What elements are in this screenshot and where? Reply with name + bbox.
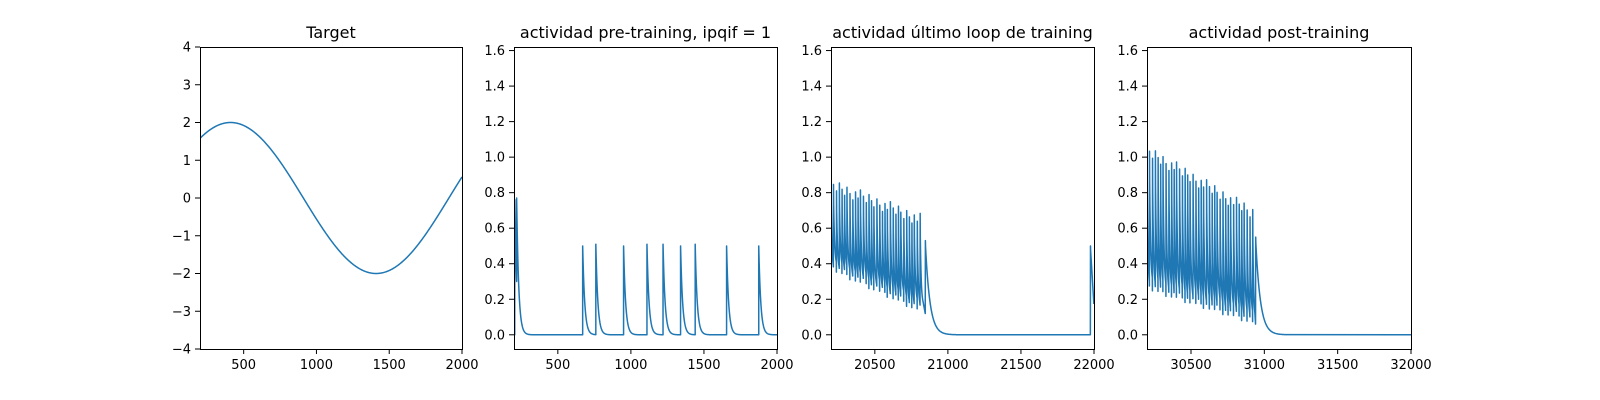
y-tick-label: 0.0 [484, 328, 505, 343]
series-line [514, 197, 777, 336]
x-tick-label: 32000 [1390, 358, 1431, 373]
y-tick-label: 1.2 [801, 115, 822, 130]
subplot-target: Target 500 1000 1500 2000 −4 −3 −2 −1 0 1 2 3 4 [172, 23, 479, 373]
y-tick-label: 2 [183, 116, 191, 131]
x-tick-label: 30500 [1170, 358, 1211, 373]
y-tick-label: 0.4 [484, 257, 505, 272]
y-tick-label: 0.8 [1117, 186, 1138, 201]
x-tick-label: 500 [545, 358, 570, 373]
y-tick-label: 1.2 [484, 115, 505, 130]
y-tick-label: 0.0 [801, 328, 822, 343]
axes-frame [514, 47, 778, 350]
y-tick-label: 0.2 [484, 293, 505, 308]
y-tick-label: −2 [172, 267, 191, 282]
subplot-pre-training: actividad pre-training, ipqif = 1 500 1000… [484, 23, 793, 373]
y-tick-label: 3 [183, 78, 191, 93]
chart-title: actividad último loop de training [832, 23, 1093, 42]
x-tick-label: 2000 [760, 358, 793, 373]
y-tick-label: 1.0 [1117, 151, 1138, 166]
y-tick-label: 0.8 [801, 186, 822, 201]
y-tick-label: 1.4 [1117, 80, 1138, 95]
y-tick-label: 0.0 [1117, 328, 1138, 343]
y-tick-label: 0.8 [484, 186, 505, 201]
y-tick-label: −4 [172, 343, 191, 358]
y-tick-label: 1.0 [801, 151, 822, 166]
y-tick-label: 1.4 [484, 80, 505, 95]
subplot-post-training: actividad post-training 30500 31000 31500 32… [1117, 23, 1431, 373]
y-tick-label: 4 [183, 41, 191, 56]
x-tick-label: 20500 [854, 358, 895, 373]
y-tick-label: 1.0 [484, 151, 505, 166]
y-tick-label: 0.2 [801, 293, 822, 308]
x-tick-label: 1000 [614, 358, 647, 373]
y-tick-label: 0.6 [1117, 222, 1138, 237]
series-line [200, 121, 462, 275]
y-tick-label: −3 [172, 305, 191, 320]
x-tick-label: 1000 [300, 358, 333, 373]
y-tick-label: 1.2 [1117, 115, 1138, 130]
y-tick-label: 1 [183, 154, 191, 169]
y-tick-label: 1.6 [1117, 44, 1138, 59]
x-tick-label: 1500 [373, 358, 406, 373]
y-tick-label: 1.4 [801, 80, 822, 95]
axes-frame [1147, 47, 1412, 350]
chart-title: actividad post-training [1189, 23, 1370, 42]
y-tick-label: 0.2 [1117, 293, 1138, 308]
y-tick-label: 0.6 [484, 222, 505, 237]
y-tick-label: −1 [172, 229, 191, 244]
axes-frame [831, 47, 1095, 350]
subplot-last-training-loop: actividad último loop de training 20500 21… [801, 23, 1114, 373]
x-tick-label: 31000 [1244, 358, 1285, 373]
x-tick-label: 31500 [1317, 358, 1358, 373]
axes-frame [200, 47, 463, 350]
y-tick-label: 0.4 [801, 257, 822, 272]
y-tick-label: 1.6 [801, 44, 822, 59]
y-tick-label: 1.6 [484, 44, 505, 59]
x-tick-label: 1500 [687, 358, 720, 373]
chart-title: actividad pre-training, ipqif = 1 [520, 23, 771, 42]
y-tick-label: 0.4 [1117, 257, 1138, 272]
series-line [1147, 143, 1411, 336]
x-tick-label: 21500 [1000, 358, 1041, 373]
x-tick-label: 22000 [1073, 358, 1114, 373]
y-tick-label: 0 [183, 192, 191, 207]
x-tick-label: 2000 [445, 358, 478, 373]
chart-title: Target [305, 23, 356, 42]
x-tick-label: 21000 [927, 358, 968, 373]
series-line [831, 177, 1094, 336]
y-tick-label: 0.6 [801, 222, 822, 237]
x-tick-label: 500 [231, 358, 256, 373]
